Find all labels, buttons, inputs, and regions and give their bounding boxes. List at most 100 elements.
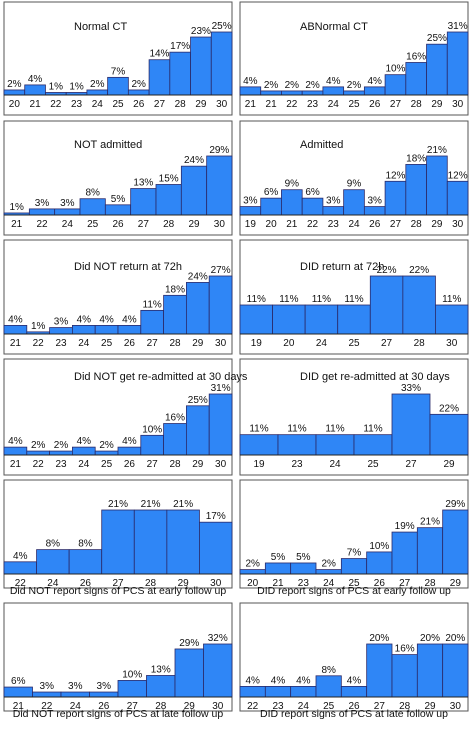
x-tick-label: 21	[10, 338, 22, 349]
bar	[304, 304, 339, 335]
bar	[239, 686, 266, 698]
bar	[101, 509, 135, 575]
bar	[140, 309, 165, 335]
bar	[290, 562, 317, 575]
bar	[416, 527, 444, 575]
x-tick-label: 22	[33, 338, 45, 349]
bar	[343, 90, 365, 96]
bar	[442, 643, 469, 698]
data-label: 2%	[245, 559, 260, 570]
chart-panel-6: 11% 19 11% 20 11% 24 11% 25 22% 27 22% 28 11% 30 DID r…	[239, 239, 469, 355]
data-label: 3%	[40, 681, 55, 692]
x-tick-label: 27	[138, 219, 150, 230]
bar	[208, 393, 233, 456]
bar	[446, 31, 469, 96]
x-tick-label: 26	[369, 99, 381, 110]
chart-panel-3: 1% 21 3% 22 3% 24 8% 25 5% 26 13% 27 15% 28 24% 29 29% 30…	[3, 120, 233, 236]
bar	[185, 405, 210, 456]
x-tick-label: 20	[283, 338, 295, 349]
data-label: 4%	[8, 436, 23, 447]
x-tick-label: 23	[307, 99, 319, 110]
bar	[301, 197, 324, 216]
x-tick-label: 23	[291, 459, 303, 470]
x-tick-label: 26	[124, 338, 136, 349]
chart-title: DID get re-admitted at 30 days	[300, 371, 450, 383]
x-tick-label: 23	[328, 219, 340, 230]
chart-title: Did NOT get re-admitted at 30 days	[74, 371, 248, 383]
chart-title: DID report signs of PCS at early follow …	[257, 585, 451, 597]
x-tick-label: 22	[286, 99, 298, 110]
x-tick-label: 30	[215, 338, 227, 349]
x-tick-label: 21	[10, 459, 22, 470]
data-label: 20%	[445, 633, 465, 644]
bar	[203, 643, 233, 698]
bar	[290, 686, 317, 698]
x-tick-label: 25	[101, 459, 113, 470]
data-label: 3%	[35, 198, 50, 209]
chart-panel-12: 4% 22 4% 23 4% 24 8% 25 4% 26 20% 27 16% 28 20% 29 20% 30…	[239, 602, 469, 720]
bar	[148, 59, 171, 96]
data-label: 5%	[111, 194, 126, 205]
data-label: 11%	[247, 294, 266, 305]
bar	[315, 434, 355, 456]
bar	[54, 208, 81, 216]
data-label: 22%	[409, 265, 429, 276]
bar	[190, 36, 212, 96]
data-label: 2%	[99, 440, 114, 451]
data-label: 18%	[406, 153, 426, 164]
bar	[68, 549, 103, 575]
bar	[79, 198, 106, 216]
data-label: 7%	[111, 66, 126, 77]
x-tick-label: 23	[55, 459, 67, 470]
x-tick-label: 28	[411, 219, 423, 230]
bar	[340, 558, 368, 575]
x-tick-label: 24	[70, 701, 82, 712]
data-label: 29%	[209, 145, 229, 156]
x-tick-label: 26	[98, 701, 110, 712]
data-label: 12%	[385, 170, 405, 181]
bar	[24, 84, 46, 96]
x-tick-label: 22	[15, 578, 27, 589]
x-tick-label: 29	[192, 459, 204, 470]
bar	[353, 434, 393, 456]
chart-title: Normal CT	[74, 21, 127, 33]
x-tick-label: 25	[112, 99, 124, 110]
bar	[405, 164, 427, 216]
bar	[239, 86, 262, 96]
bar	[89, 691, 119, 698]
bar	[337, 304, 371, 335]
x-tick-label: 20	[247, 578, 259, 589]
data-label: 8%	[78, 539, 93, 550]
x-tick-label: 21	[13, 701, 25, 712]
bar	[426, 43, 448, 96]
bar	[133, 509, 168, 575]
data-label: 4%	[245, 675, 260, 686]
x-tick-label: 24	[328, 99, 340, 110]
bar	[363, 86, 386, 96]
data-label: 16%	[406, 51, 426, 62]
data-label: 2%	[264, 80, 279, 91]
bar	[260, 90, 282, 96]
x-tick-label: 30	[446, 338, 458, 349]
x-tick-label: 30	[215, 459, 227, 470]
x-tick-label: 21	[272, 578, 284, 589]
chart-panel-8: 11% 19 11% 23 11% 24 11% 25 33% 27 22% 29 DID get re…	[239, 358, 469, 476]
x-tick-label: 29	[443, 459, 455, 470]
chart-panel-1: 2% 20 4% 21 1% 22 1% 23 2% 24 7% 25 2% 26 14% 27 17% 28 23…	[3, 1, 233, 116]
x-tick-label: 29	[188, 219, 200, 230]
x-tick-label: 28	[411, 99, 423, 110]
data-label: 25%	[188, 395, 208, 406]
x-tick-label: 27	[390, 99, 402, 110]
x-tick-label: 29	[192, 338, 204, 349]
x-tick-label: 21	[266, 99, 278, 110]
x-tick-label: 24	[47, 578, 59, 589]
bar	[340, 686, 368, 698]
x-tick-label: 28	[145, 578, 157, 589]
data-label: 24%	[184, 155, 204, 166]
data-label: 2%	[7, 79, 22, 90]
data-label: 2%	[54, 440, 69, 451]
data-label: 25%	[427, 33, 447, 44]
bar	[72, 446, 96, 456]
bar	[94, 325, 119, 335]
